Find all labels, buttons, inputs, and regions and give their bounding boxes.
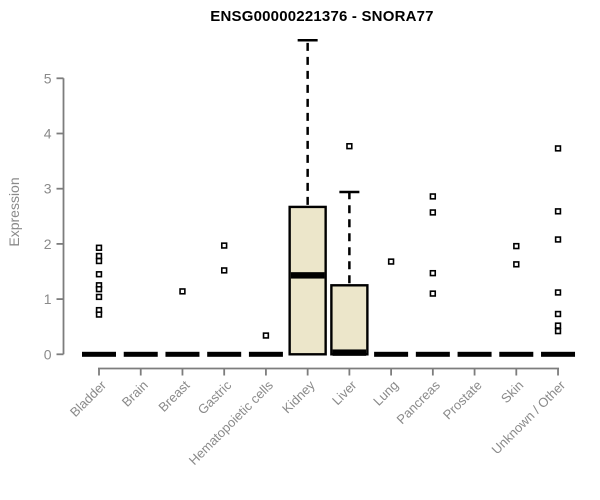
collapsed-box [499,351,534,357]
outlier-point [262,332,270,339]
collapsed-box [374,351,409,357]
collapsed-box [248,351,283,357]
collapsed-box [123,351,158,357]
outlier-point [554,208,562,215]
outlier-point [95,271,103,278]
collapsed-box [165,351,200,357]
outlier-point [429,193,437,200]
x-axis-label-11: Unknown / Other [489,377,569,457]
collapsed-box [415,351,450,357]
outlier-point [95,257,103,265]
x-axis-label-8: Pancreas [394,377,444,427]
outlier-point [346,142,353,150]
outlier-point [429,209,437,216]
y-tick-label: 3 [44,181,52,197]
x-axis-label-10: Skin [498,378,526,406]
outlier-point [554,289,562,296]
y-tick-label: 5 [44,70,52,86]
outlier-point [429,269,437,277]
outlier-point [554,145,562,152]
x-axis-label-5: Kidney [279,377,318,416]
y-tick-label: 0 [44,346,52,362]
outlier-point [554,327,562,335]
x-axis-label-9: Prostate [440,378,485,423]
outlier-point [95,311,103,318]
outlier-point [220,267,228,274]
outlier-point [95,244,103,251]
y-tick-label: 2 [44,236,52,252]
box-Kidney [288,205,327,356]
x-axis-label-1: Brain [119,378,151,410]
median-line [332,349,367,356]
outlier-point [220,242,228,249]
y-tick-label: 4 [44,126,52,142]
outlier-point [95,252,103,260]
collapsed-box [457,351,492,357]
outlier-point [179,288,186,295]
x-axis-label-0: Bladder [67,377,110,420]
outlier-point [554,236,562,243]
y-tick-label: 1 [44,291,52,307]
collapsed-box [82,351,116,357]
outlier-point [554,310,562,318]
collapsed-box [207,351,242,357]
x-axis-label-7: Lung [370,378,401,409]
outlier-point [387,258,395,265]
x-axis-label-2: Breast [155,377,192,414]
outlier-point [429,290,437,297]
box-Liver [330,284,369,356]
collapsed-box [541,351,576,357]
x-axis-label-6: Liver [329,377,360,408]
outlier-point [513,261,520,268]
outlier-point [95,285,103,293]
x-axis-label-3: Gastric [195,377,235,417]
outlier-point [554,322,562,329]
chart-title: ENSG00000221376 - SNORA77 [210,8,434,25]
outlier-point [95,293,103,301]
outlier-point [513,242,520,250]
median-line [290,272,325,279]
